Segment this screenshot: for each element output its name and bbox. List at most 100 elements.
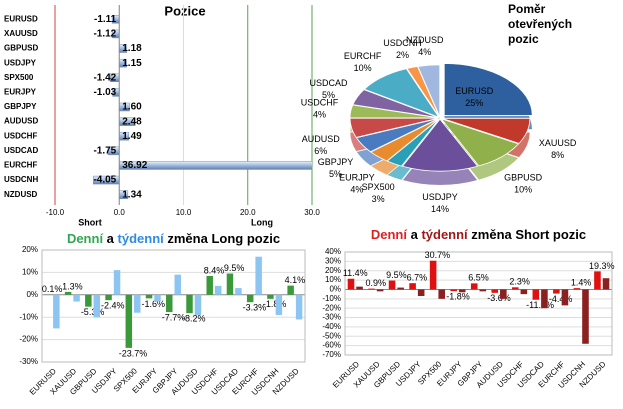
y-tick-label: -30%: [19, 357, 38, 366]
bar: [553, 289, 560, 294]
slice-value-label: 25%: [465, 98, 483, 108]
value-label: -23.7%: [119, 348, 148, 358]
bar: [186, 294, 193, 314]
value-label: 0.9%: [366, 278, 387, 288]
title-part: a: [103, 231, 117, 246]
title-part: změna Long pozic: [164, 231, 280, 246]
category-label: EURJPY: [4, 87, 37, 96]
value-label: -1.75: [93, 145, 116, 156]
slice-label: NZDUSD: [406, 35, 444, 45]
value-label: 1.49: [122, 131, 142, 142]
category-label: EURCHF: [4, 161, 37, 170]
bar: [347, 278, 355, 290]
bar: [409, 283, 416, 290]
category-label: GBPUSD: [4, 44, 38, 53]
slice-value-label: 5%: [329, 169, 342, 179]
value-label: -2.4%: [101, 301, 125, 311]
slice-label: EURJPY: [339, 173, 375, 183]
chart-title: Denní a týdenní změna Short pozic: [371, 227, 586, 242]
bar: [376, 289, 384, 292]
y-tick-label: -60%: [322, 341, 341, 350]
y-tick-label: -70%: [322, 350, 341, 359]
slice-value-label: 10%: [514, 185, 532, 195]
value-label: -4.4%: [549, 294, 573, 304]
bar: [113, 270, 121, 295]
pie-slice: [443, 63, 533, 116]
bar: [154, 294, 161, 302]
y-tick-label: 10%: [325, 275, 341, 284]
slice-value-label: 10%: [354, 63, 372, 73]
value-label: 6.7%: [407, 273, 428, 283]
y-tick-label: -20%: [19, 335, 38, 344]
value-label: 2.3%: [509, 277, 530, 287]
value-label: -1.12: [93, 29, 116, 40]
slice-label: USDCNH: [383, 38, 422, 48]
value-label: 30.7%: [425, 250, 451, 260]
bar: [479, 289, 487, 292]
y-tick-label: 30%: [325, 256, 341, 265]
x-tick-label: 10.0: [176, 208, 192, 217]
bar: [438, 289, 445, 299]
slice-value-label: 3%: [372, 194, 385, 204]
slice-label: USDCHF: [301, 97, 339, 107]
bar: [235, 288, 242, 295]
bar: [470, 283, 478, 290]
y-tick-label: -10%: [322, 294, 341, 303]
value-label: 1.3%: [62, 281, 83, 291]
bar: [174, 274, 181, 295]
bar: [532, 289, 540, 300]
slice-value-label: 14%: [431, 204, 449, 214]
slice-label: SPX500: [362, 182, 395, 192]
bar: [93, 294, 101, 318]
pie-slice: [363, 68, 440, 118]
annotation: Long: [251, 217, 273, 227]
bar: [397, 287, 404, 290]
pie-slice: [355, 118, 439, 153]
slice-value-label: 5%: [322, 90, 335, 100]
y-tick-label: 20%: [22, 245, 38, 254]
slice-value-label: 4%: [313, 109, 326, 119]
bar: [594, 271, 601, 290]
category-label: AUDUSD: [4, 117, 38, 126]
y-tick-label: -40%: [322, 322, 341, 331]
bar: [520, 289, 528, 295]
bar: [206, 275, 213, 295]
slice-value-label: 6%: [314, 146, 327, 156]
value-label: 1.15: [122, 58, 142, 69]
y-tick-label: 0%: [26, 290, 38, 299]
value-label: 4.1%: [285, 275, 306, 285]
title-part: změna Short pozic: [468, 227, 586, 242]
value-label: -5.3%: [81, 307, 105, 317]
x-tick-label: 0.0: [114, 208, 126, 217]
category-label: XAUUSD: [4, 29, 38, 38]
value-label: 1.60: [122, 102, 142, 113]
bar: [226, 273, 234, 295]
bar: [368, 288, 375, 290]
value-label: 2.48: [122, 116, 142, 127]
category-label: USDCNH: [4, 175, 38, 184]
bar: [512, 287, 519, 290]
bar: [602, 278, 610, 290]
slice-value-label: 4%: [350, 185, 363, 195]
plot-frame: [344, 251, 613, 356]
y-tick-label: 20%: [325, 266, 341, 275]
value-label: 11.4%: [343, 268, 368, 278]
bar: [287, 285, 294, 295]
chart-title: pozic: [508, 32, 539, 46]
bar: [73, 294, 80, 302]
bar: [145, 294, 153, 299]
bar: [573, 288, 581, 290]
title-part: týdenní: [118, 231, 165, 246]
value-label: 1.34: [122, 189, 142, 200]
value-label: -7.7%: [162, 312, 186, 322]
value-label: -1.6%: [142, 299, 166, 309]
slice-value-label: 4%: [418, 47, 431, 57]
value-label: 8.4%: [204, 265, 225, 275]
value-label: -1.42: [93, 72, 116, 83]
bar: [194, 294, 202, 315]
bar: [356, 286, 363, 290]
value-label: 1.4%: [571, 278, 592, 288]
y-tick-label: 10%: [22, 268, 38, 277]
annotation: Short: [78, 217, 102, 227]
